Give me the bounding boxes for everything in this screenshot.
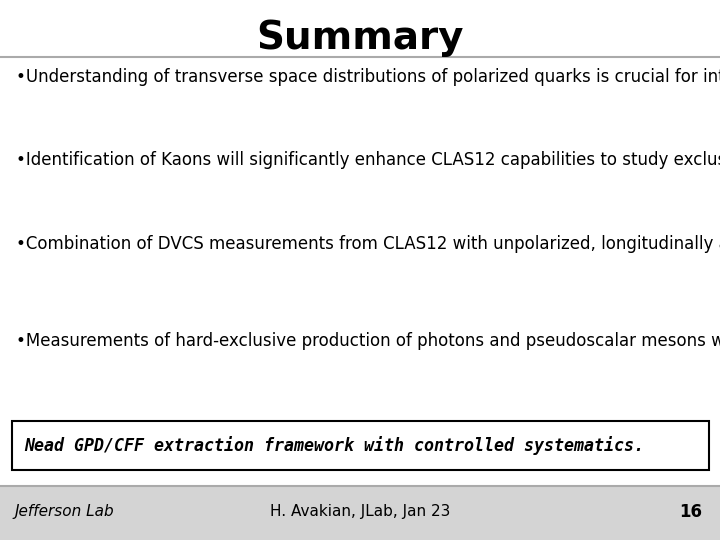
Text: 16: 16 bbox=[679, 503, 702, 521]
Text: Nead GPD/CFF extraction framework with controlled systematics.: Nead GPD/CFF extraction framework with c… bbox=[24, 436, 644, 455]
Text: •Combination of DVCS measurements from CLAS12 with unpolarized, longitudinally a: •Combination of DVCS measurements from C… bbox=[16, 235, 720, 253]
Text: H. Avakian, JLab, Jan 23: H. Avakian, JLab, Jan 23 bbox=[270, 504, 450, 519]
Text: •Identification of Kaons will significantly enhance CLAS12 capabilities to study: •Identification of Kaons will significan… bbox=[16, 151, 720, 169]
Text: •Understanding of transverse space distributions of polarized quarks is crucial : •Understanding of transverse space distr… bbox=[16, 68, 720, 85]
Text: •Measurements of hard-exclusive production of photons and pseudoscalar mesons wi: •Measurements of hard-exclusive producti… bbox=[16, 332, 720, 350]
Text: Jefferson Lab: Jefferson Lab bbox=[14, 504, 114, 519]
FancyBboxPatch shape bbox=[0, 486, 720, 540]
Text: Summary: Summary bbox=[256, 19, 464, 57]
FancyBboxPatch shape bbox=[12, 421, 709, 470]
